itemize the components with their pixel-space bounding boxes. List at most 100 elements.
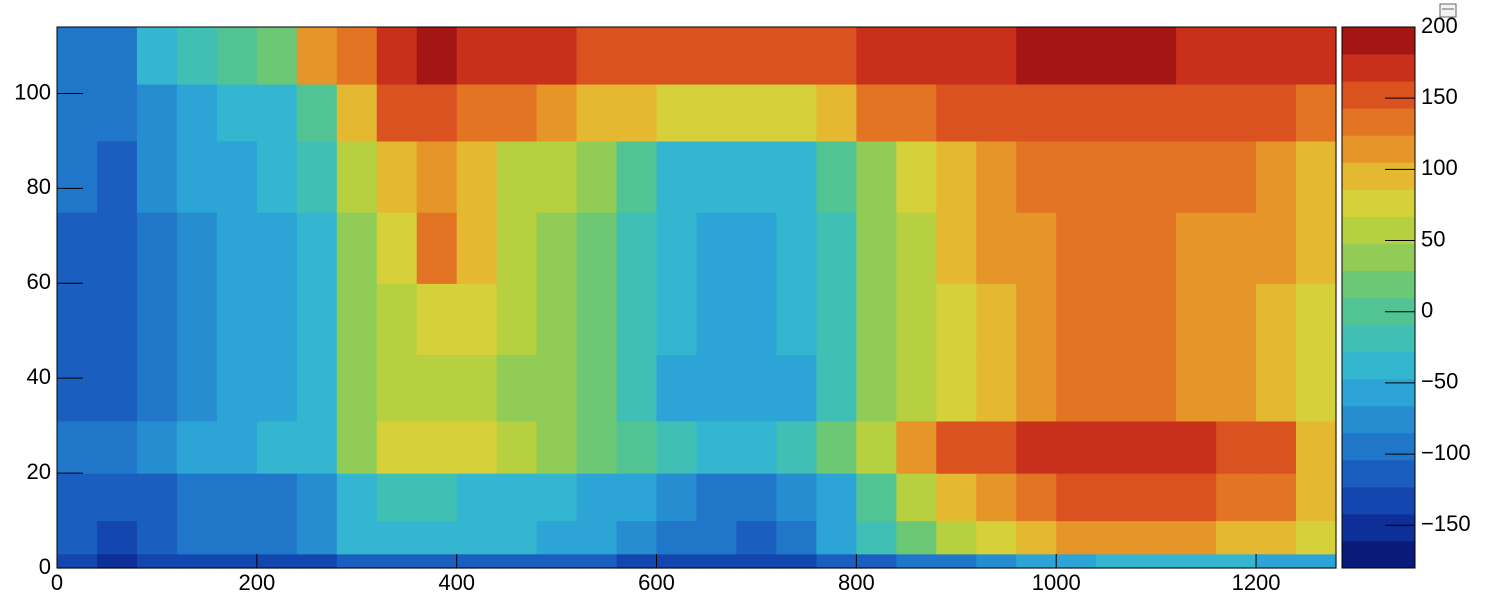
heatmap-cell (856, 420, 897, 474)
heatmap-cell (576, 83, 618, 142)
heatmap-cell (1176, 354, 1217, 422)
heatmap-cell (296, 212, 338, 284)
heatmap-cell (656, 473, 698, 522)
heatmap-cell (1096, 553, 1137, 569)
heatmap-cell (1256, 553, 1297, 569)
heatmap-cell (536, 212, 578, 284)
heatmap-cell (1056, 283, 1097, 356)
colorbar-level (1342, 486, 1415, 515)
heatmap-cell (216, 283, 258, 356)
heatmap-cell (336, 473, 378, 522)
heatmap-cell (936, 283, 977, 356)
heatmap-cell (336, 27, 378, 85)
heatmap-cell (856, 283, 897, 356)
heatmap-cell (1296, 27, 1337, 85)
x-tick-label: 0 (51, 570, 63, 595)
heatmap-cell (1216, 473, 1257, 522)
heatmap-cell (976, 520, 1017, 555)
heatmap-cell (256, 553, 298, 569)
heatmap-cell (696, 553, 738, 569)
heatmap-cell (376, 140, 418, 213)
heatmap-cell (976, 212, 1017, 284)
heatmap-cell (296, 473, 338, 522)
heatmap-cell (936, 520, 977, 555)
heatmap-cell (296, 283, 338, 356)
heatmap-cell (656, 83, 698, 142)
heatmap-cell (896, 212, 937, 284)
heatmap-cell (216, 520, 258, 555)
heatmap-cell (576, 420, 618, 474)
heatmap-cell (1296, 354, 1337, 422)
colorbar-tick-label: 0 (1421, 298, 1433, 323)
heatmap-cell (376, 420, 418, 474)
heatmap-cell (216, 473, 258, 522)
heatmap-cell (656, 283, 698, 356)
heatmap-cell (1216, 140, 1257, 213)
heatmap-cell (816, 354, 857, 422)
heatmap-cell (576, 553, 618, 569)
colorbar-level (1342, 216, 1415, 244)
heatmap-cell (1176, 553, 1217, 569)
heatmap-cell (296, 553, 338, 569)
heatmap-cell (96, 212, 138, 284)
heatmap-cell (1136, 420, 1177, 474)
heatmap-cell (776, 520, 818, 555)
heatmap-cell (1096, 473, 1137, 522)
heatmap-cell (736, 354, 778, 422)
heatmap-cell (57, 420, 98, 474)
heatmap-cell (696, 520, 738, 555)
heatmap-cell (616, 212, 658, 284)
heatmap-cell (376, 553, 418, 569)
heatmap-cell (1096, 420, 1137, 474)
heatmap-cell (536, 520, 578, 555)
heatmap-cell (1136, 354, 1177, 422)
heatmap-cell (536, 283, 578, 356)
heatmap-cell (976, 354, 1017, 422)
heatmap-cell (176, 283, 218, 356)
heatmap-cell (1216, 212, 1257, 284)
heatmap-cell (576, 212, 618, 284)
heatmap-cell (776, 27, 818, 85)
heatmap-cell (896, 27, 937, 85)
heatmap-cell (576, 354, 618, 422)
heatmap-cell (416, 553, 458, 569)
heatmap-cell (1216, 520, 1257, 555)
heatmap-cell (176, 140, 218, 213)
colorbar-tick-label: 200 (1421, 13, 1458, 38)
heatmap-cell (1256, 420, 1297, 474)
heatmap-cell (816, 212, 857, 284)
heatmap-cell (176, 553, 218, 569)
heatmap-cell (376, 27, 418, 85)
x-tick-label: 600 (638, 570, 675, 595)
heatmap-cell (856, 140, 897, 213)
heatmap-cell (1176, 212, 1217, 284)
heatmap-cell (296, 83, 338, 142)
heatmap-cell (936, 473, 977, 522)
heatmap-cell (456, 283, 498, 356)
heatmap-cell (1136, 520, 1177, 555)
heatmap-cell (136, 420, 178, 474)
heatmap-cell (536, 354, 578, 422)
heatmap-cell (416, 140, 458, 213)
heatmap-cell (176, 473, 218, 522)
heatmap-cell (176, 420, 218, 474)
heatmap-cell (57, 553, 98, 569)
heatmap-cell (96, 140, 138, 213)
heatmap-cell (1296, 140, 1337, 213)
heatmap-cell (57, 283, 98, 356)
heatmap-cell (336, 140, 378, 213)
heatmap-cell (496, 420, 538, 474)
heatmap-cell (176, 520, 218, 555)
heatmap-cell (1256, 473, 1297, 522)
heatmap-cell (736, 283, 778, 356)
heatmap-cell (856, 553, 897, 569)
heatmap-cell (896, 420, 937, 474)
heatmap-cell (696, 283, 738, 356)
heatmap-cell (1136, 140, 1177, 213)
heatmap-cell (696, 83, 738, 142)
heatmap-cell (496, 140, 538, 213)
x-tick-label: 200 (238, 570, 275, 595)
heatmap-cell (656, 27, 698, 85)
heatmap-cell (496, 283, 538, 356)
heatmap-cell (416, 354, 458, 422)
